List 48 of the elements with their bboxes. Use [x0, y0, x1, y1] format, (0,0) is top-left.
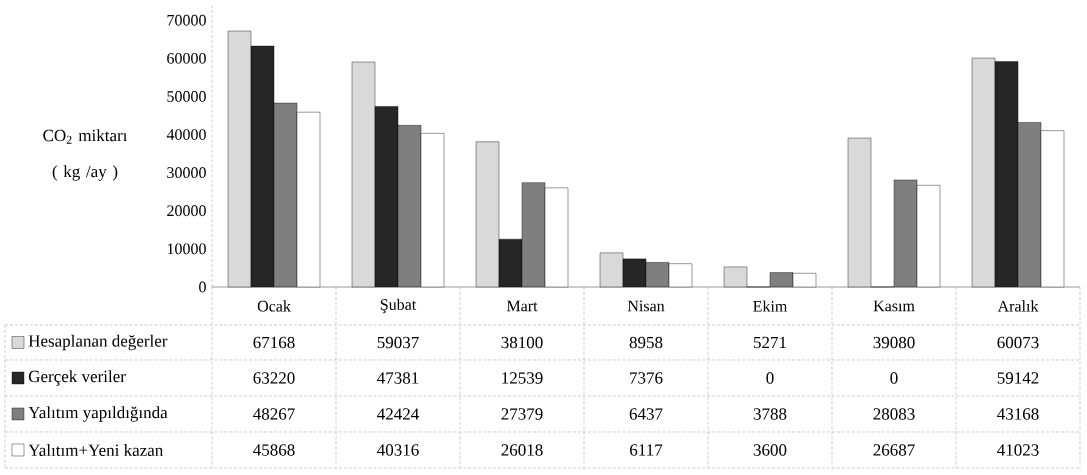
- y-tick-label: 60000: [167, 52, 206, 64]
- data-label: 26687: [873, 444, 915, 456]
- text: CO$_{2}$ miktarı ( kg /ay ): [43, 129, 128, 181]
- y-tick-label: 10000: [167, 243, 206, 255]
- y-tick-label: 0: [199, 281, 206, 293]
- y-tick-label: 50000: [167, 91, 206, 102]
- data-label: 7376: [630, 372, 663, 384]
- data-label: 60073: [997, 336, 1039, 349]
- x-tick-label: Mart: [506, 300, 538, 312]
- x-tick-label: Ocak: [257, 300, 291, 312]
- legend-label: Yalıtım yapıldığında: [28, 406, 168, 422]
- data-label: 27379: [501, 408, 543, 420]
- data-label: 39080: [873, 336, 915, 349]
- data-label: 8958: [629, 336, 663, 349]
- data-label: 40316: [377, 444, 419, 456]
- data-label: 59037: [377, 336, 419, 349]
- y-tick-label: 20000: [167, 205, 206, 217]
- data-label: 59142: [997, 372, 1039, 384]
- x-tick-label: Aralık: [997, 300, 1039, 312]
- data-label: 48267: [253, 408, 295, 420]
- data-label: 47381: [377, 372, 419, 384]
- legend-label: Hesaplanan değerler: [28, 334, 168, 351]
- data-label: 43168: [997, 408, 1039, 420]
- y-tick-label: 40000: [166, 129, 206, 140]
- data-label: 26018: [501, 444, 543, 456]
- x-tick-label: Şubat: [380, 298, 417, 314]
- legend-label: Yalıtım+Yeni kazan: [28, 444, 164, 456]
- legend-label: Gerçek veriler: [28, 370, 126, 386]
- data-label: 5271: [753, 336, 786, 349]
- data-label: 42424: [377, 408, 419, 420]
- data-label: 0: [890, 372, 898, 384]
- data-label: 0: [766, 372, 774, 384]
- x-tick-label: Ekim: [753, 300, 788, 312]
- data-label: 45868: [253, 444, 295, 456]
- data-label: 3600: [753, 444, 787, 456]
- data-label: 28083: [873, 408, 915, 420]
- data-label: 6437: [629, 408, 663, 420]
- data-label: 3788: [753, 408, 787, 420]
- x-tick-label: Kasım: [873, 300, 915, 312]
- data-label: 41023: [997, 444, 1039, 456]
- data-label: 12539: [502, 372, 543, 384]
- data-label: 6117: [630, 444, 663, 456]
- data-label: 67168: [253, 336, 295, 349]
- y-tick-label: 70000: [167, 14, 206, 26]
- data-label: 38100: [501, 336, 543, 349]
- y-tick-label: 30000: [167, 167, 206, 179]
- x-tick-label: Nisan: [627, 300, 665, 312]
- data-label: 63220: [253, 372, 295, 384]
